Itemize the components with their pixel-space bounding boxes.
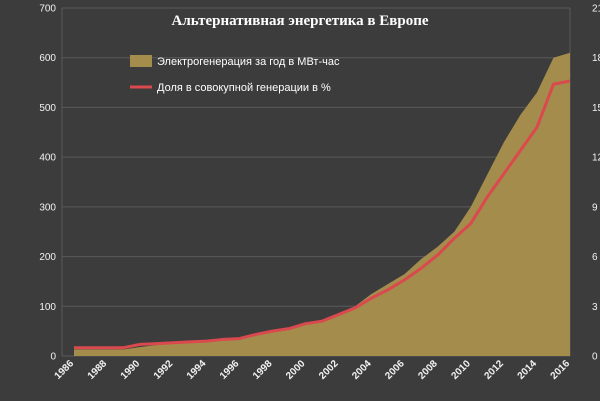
y-right-tick-label: 12 [592,153,600,164]
series-line-1 [74,79,571,350]
y-left-tick-label: 600 [39,53,56,64]
legend-label-line: Доля в совокупной генерации в % [157,82,331,94]
y-right-tick-label: 0 [592,352,598,363]
y-right-tick-label: 3 [592,302,598,313]
line-layer [74,79,571,350]
legend-swatch-area [130,55,152,67]
y-right-tick-label: 21 [592,4,600,15]
area-layer [74,52,570,357]
y-left-tick-label: 400 [39,153,56,164]
chart-title: Альтернативная энергетика в Европе [171,13,428,29]
y-left-tick-label: 500 [39,103,56,114]
y-right-tick-label: 15 [592,103,600,114]
y-left-tick-label: 0 [50,352,56,363]
y-left-tick-label: 700 [39,4,56,15]
y-left-tick-label: 300 [39,202,56,213]
y-left-tick-label: 100 [39,302,56,313]
legend: Электрогенерация за год в МВт-час Доля в… [130,55,340,94]
legend-label-area: Электрогенерация за год в МВт-час [157,56,340,68]
y-right-tick-label: 18 [592,53,600,64]
y-right-tick-label: 9 [592,202,598,213]
series-area-0 [74,52,570,357]
y-left-tick-label: 200 [39,252,56,263]
y-right-tick-label: 6 [592,252,598,263]
